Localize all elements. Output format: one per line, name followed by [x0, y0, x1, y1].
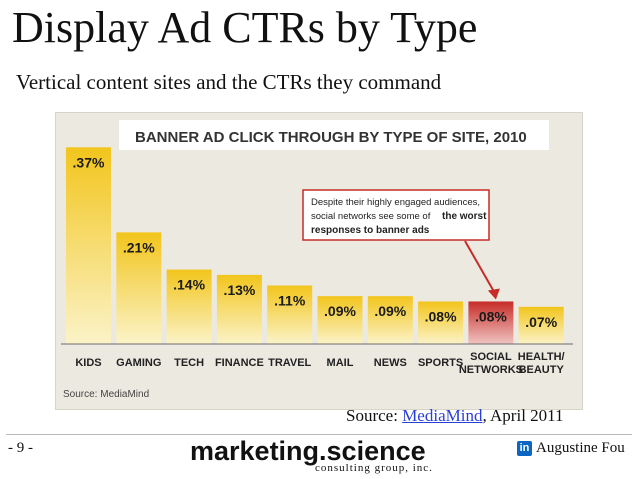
- author-credit: in Augustine Fou: [517, 440, 625, 457]
- bar-value-label: .08%: [425, 308, 457, 324]
- bar: [418, 301, 464, 344]
- category-label: HEALTH/: [518, 351, 565, 363]
- annotation-emphasis-1: the worst: [442, 211, 487, 222]
- bar-value-label: .37%: [73, 154, 105, 170]
- brand-name: marketing.science: [190, 436, 426, 466]
- bar-value-label: .09%: [374, 303, 406, 319]
- brand-tagline: consulting group, inc.: [315, 462, 433, 474]
- bar-value-label: .14%: [173, 277, 205, 293]
- category-label: TECH: [174, 357, 204, 369]
- linkedin-icon[interactable]: in: [517, 441, 532, 456]
- category-label: FINANCE: [215, 357, 264, 369]
- category-label-line2: BEAUTY: [519, 364, 565, 376]
- annotation-box: [302, 189, 490, 241]
- annotation-text-2: social networks see some of: [311, 211, 431, 222]
- brand-logo: marketing.science consulting group, inc.: [190, 436, 432, 474]
- bar-value-label: .08%: [475, 308, 507, 324]
- chart-title: BANNER AD CLICK THROUGH BY TYPE OF SITE,…: [135, 129, 527, 146]
- slide-title: Display Ad CTRs by Type: [12, 3, 478, 52]
- category-label: KIDS: [75, 357, 101, 369]
- chart-title-banner: [119, 120, 549, 150]
- bar: [216, 274, 262, 344]
- bar-value-label: .11%: [274, 293, 306, 309]
- slide-source: Source: MediaMind, April 2011: [346, 406, 564, 426]
- bar-chart: BANNER AD CLICK THROUGH BY TYPE OF SITE,…: [61, 120, 573, 400]
- category-label: GAMING: [116, 357, 161, 369]
- source-link[interactable]: MediaMind: [402, 406, 483, 425]
- annotation-text-1: Despite their highly engaged audiences,: [311, 197, 480, 208]
- chart-source-note: Source: MediaMind: [63, 389, 149, 400]
- bar: [367, 296, 413, 344]
- slide-subtitle: Vertical content sites and the CTRs they…: [16, 70, 442, 94]
- bar-value-label: .09%: [324, 303, 356, 319]
- annotation-arrow: [464, 240, 495, 292]
- bar: [317, 296, 363, 344]
- footer-divider: [6, 434, 632, 435]
- bar: [66, 147, 111, 344]
- bar: [116, 232, 162, 344]
- bar-value-label: .07%: [525, 314, 557, 330]
- category-label: TRAVEL: [268, 357, 311, 369]
- bar: [518, 306, 564, 344]
- annotation-arrowhead: [487, 288, 500, 300]
- category-label: SPORTS: [418, 357, 463, 369]
- bar: [468, 301, 514, 344]
- annotation-emphasis-2: responses to banner ads: [311, 225, 430, 236]
- category-label-line2: NETWORKS: [459, 364, 523, 376]
- page-number: - 9 -: [8, 440, 33, 456]
- source-prefix: Source:: [346, 406, 403, 425]
- category-label: MAIL: [327, 357, 354, 369]
- source-suffix: , April 2011: [482, 406, 564, 425]
- author-name: Augustine Fou: [536, 440, 625, 456]
- bar: [267, 285, 313, 344]
- category-label: NEWS: [374, 357, 407, 369]
- chart-image: BANNER AD CLICK THROUGH BY TYPE OF SITE,…: [55, 112, 583, 410]
- bar-value-label: .21%: [123, 239, 155, 255]
- bar-value-label: .13%: [223, 282, 255, 298]
- bar: [166, 269, 212, 344]
- category-label: SOCIAL: [470, 351, 512, 363]
